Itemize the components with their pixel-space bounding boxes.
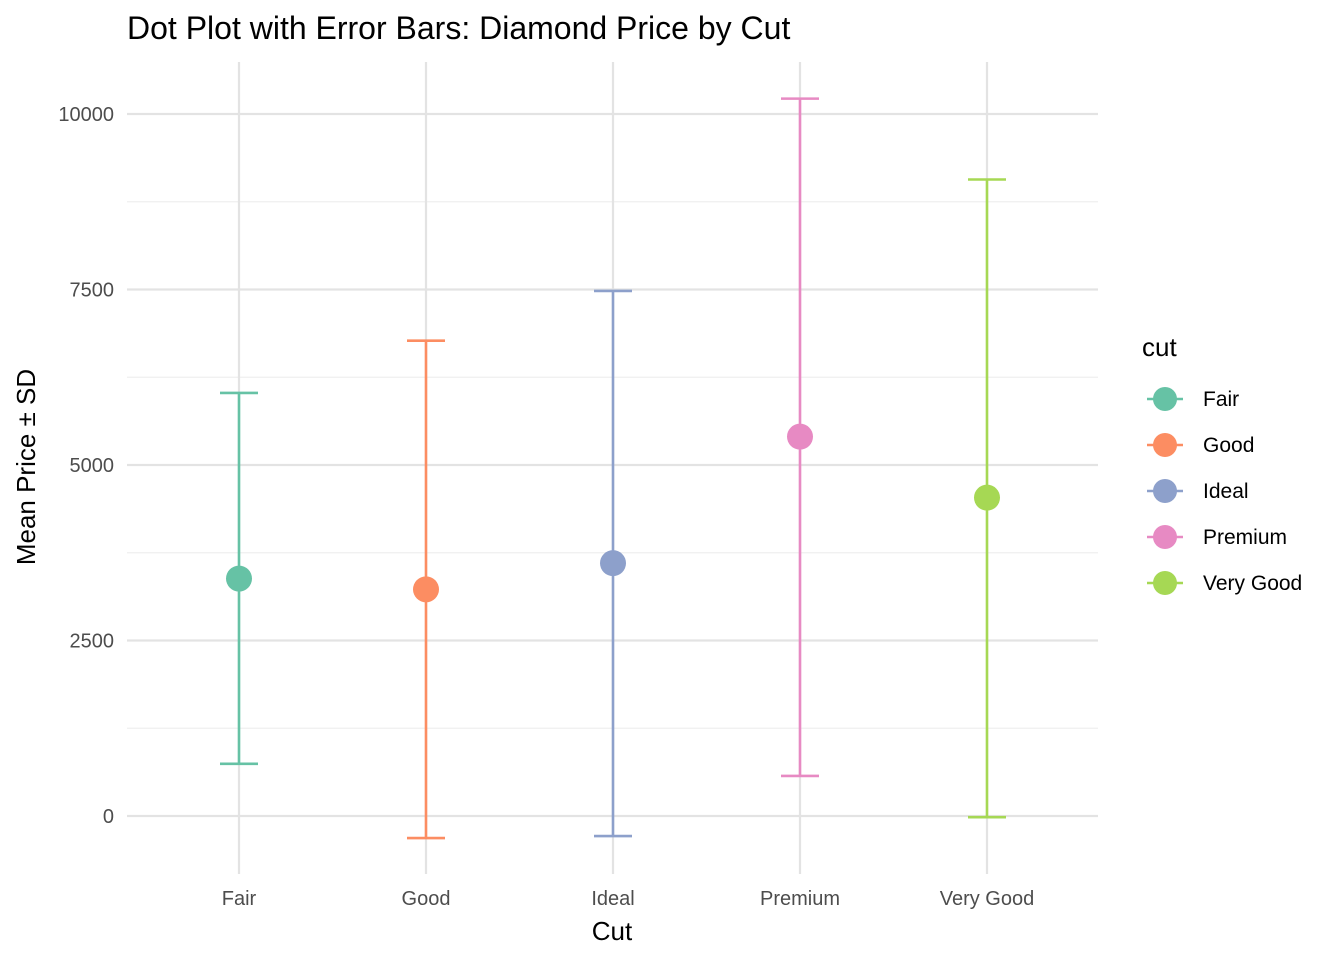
mean-point xyxy=(974,484,1000,511)
y-tick-label: 7500 xyxy=(70,280,115,302)
legend-label: Fair xyxy=(1203,388,1239,411)
x-tick-label: Good xyxy=(402,888,451,910)
legend-label: Ideal xyxy=(1203,480,1249,503)
legend-item: Premium xyxy=(1147,525,1287,549)
legend-title: cut xyxy=(1142,332,1177,362)
y-axis-tick-labels: 0 2500 5000 7500 10000 xyxy=(58,104,114,828)
legend-key-point xyxy=(1153,479,1177,503)
legend-item: Ideal xyxy=(1147,479,1249,503)
x-axis-tick-labels: Fair Good Ideal Premium Very Good xyxy=(222,888,1034,910)
y-tick-label: 0 xyxy=(103,806,114,828)
y-axis-title: Mean Price ± SD xyxy=(11,369,41,565)
mean-point xyxy=(413,576,439,603)
legend-item: Fair xyxy=(1147,387,1239,411)
x-tick-label: Fair xyxy=(222,888,257,910)
chart-title: Dot Plot with Error Bars: Diamond Price … xyxy=(127,10,790,46)
legend-label: Premium xyxy=(1203,526,1287,549)
legend: cut Fair Good Ideal Premium Very Good xyxy=(1142,332,1302,595)
mean-point xyxy=(787,423,813,450)
legend-key-point xyxy=(1153,433,1177,457)
mean-point xyxy=(600,550,626,577)
x-tick-label: Premium xyxy=(760,888,840,910)
legend-key-point xyxy=(1153,387,1177,411)
y-tick-label: 2500 xyxy=(70,631,115,653)
mean-point xyxy=(226,565,252,592)
legend-item: Good xyxy=(1147,433,1254,457)
legend-label: Good xyxy=(1203,434,1254,457)
x-tick-label: Very Good xyxy=(940,888,1035,910)
legend-items: Fair Good Ideal Premium Very Good xyxy=(1147,387,1302,595)
legend-key-point xyxy=(1153,525,1177,549)
legend-label: Very Good xyxy=(1203,572,1302,595)
legend-key-point xyxy=(1153,571,1177,595)
y-tick-label: 10000 xyxy=(58,104,114,126)
x-axis-title: Cut xyxy=(592,916,633,946)
y-tick-label: 5000 xyxy=(70,455,115,477)
mean-points xyxy=(226,423,1000,603)
x-tick-label: Ideal xyxy=(591,888,634,910)
legend-item: Very Good xyxy=(1147,571,1302,595)
